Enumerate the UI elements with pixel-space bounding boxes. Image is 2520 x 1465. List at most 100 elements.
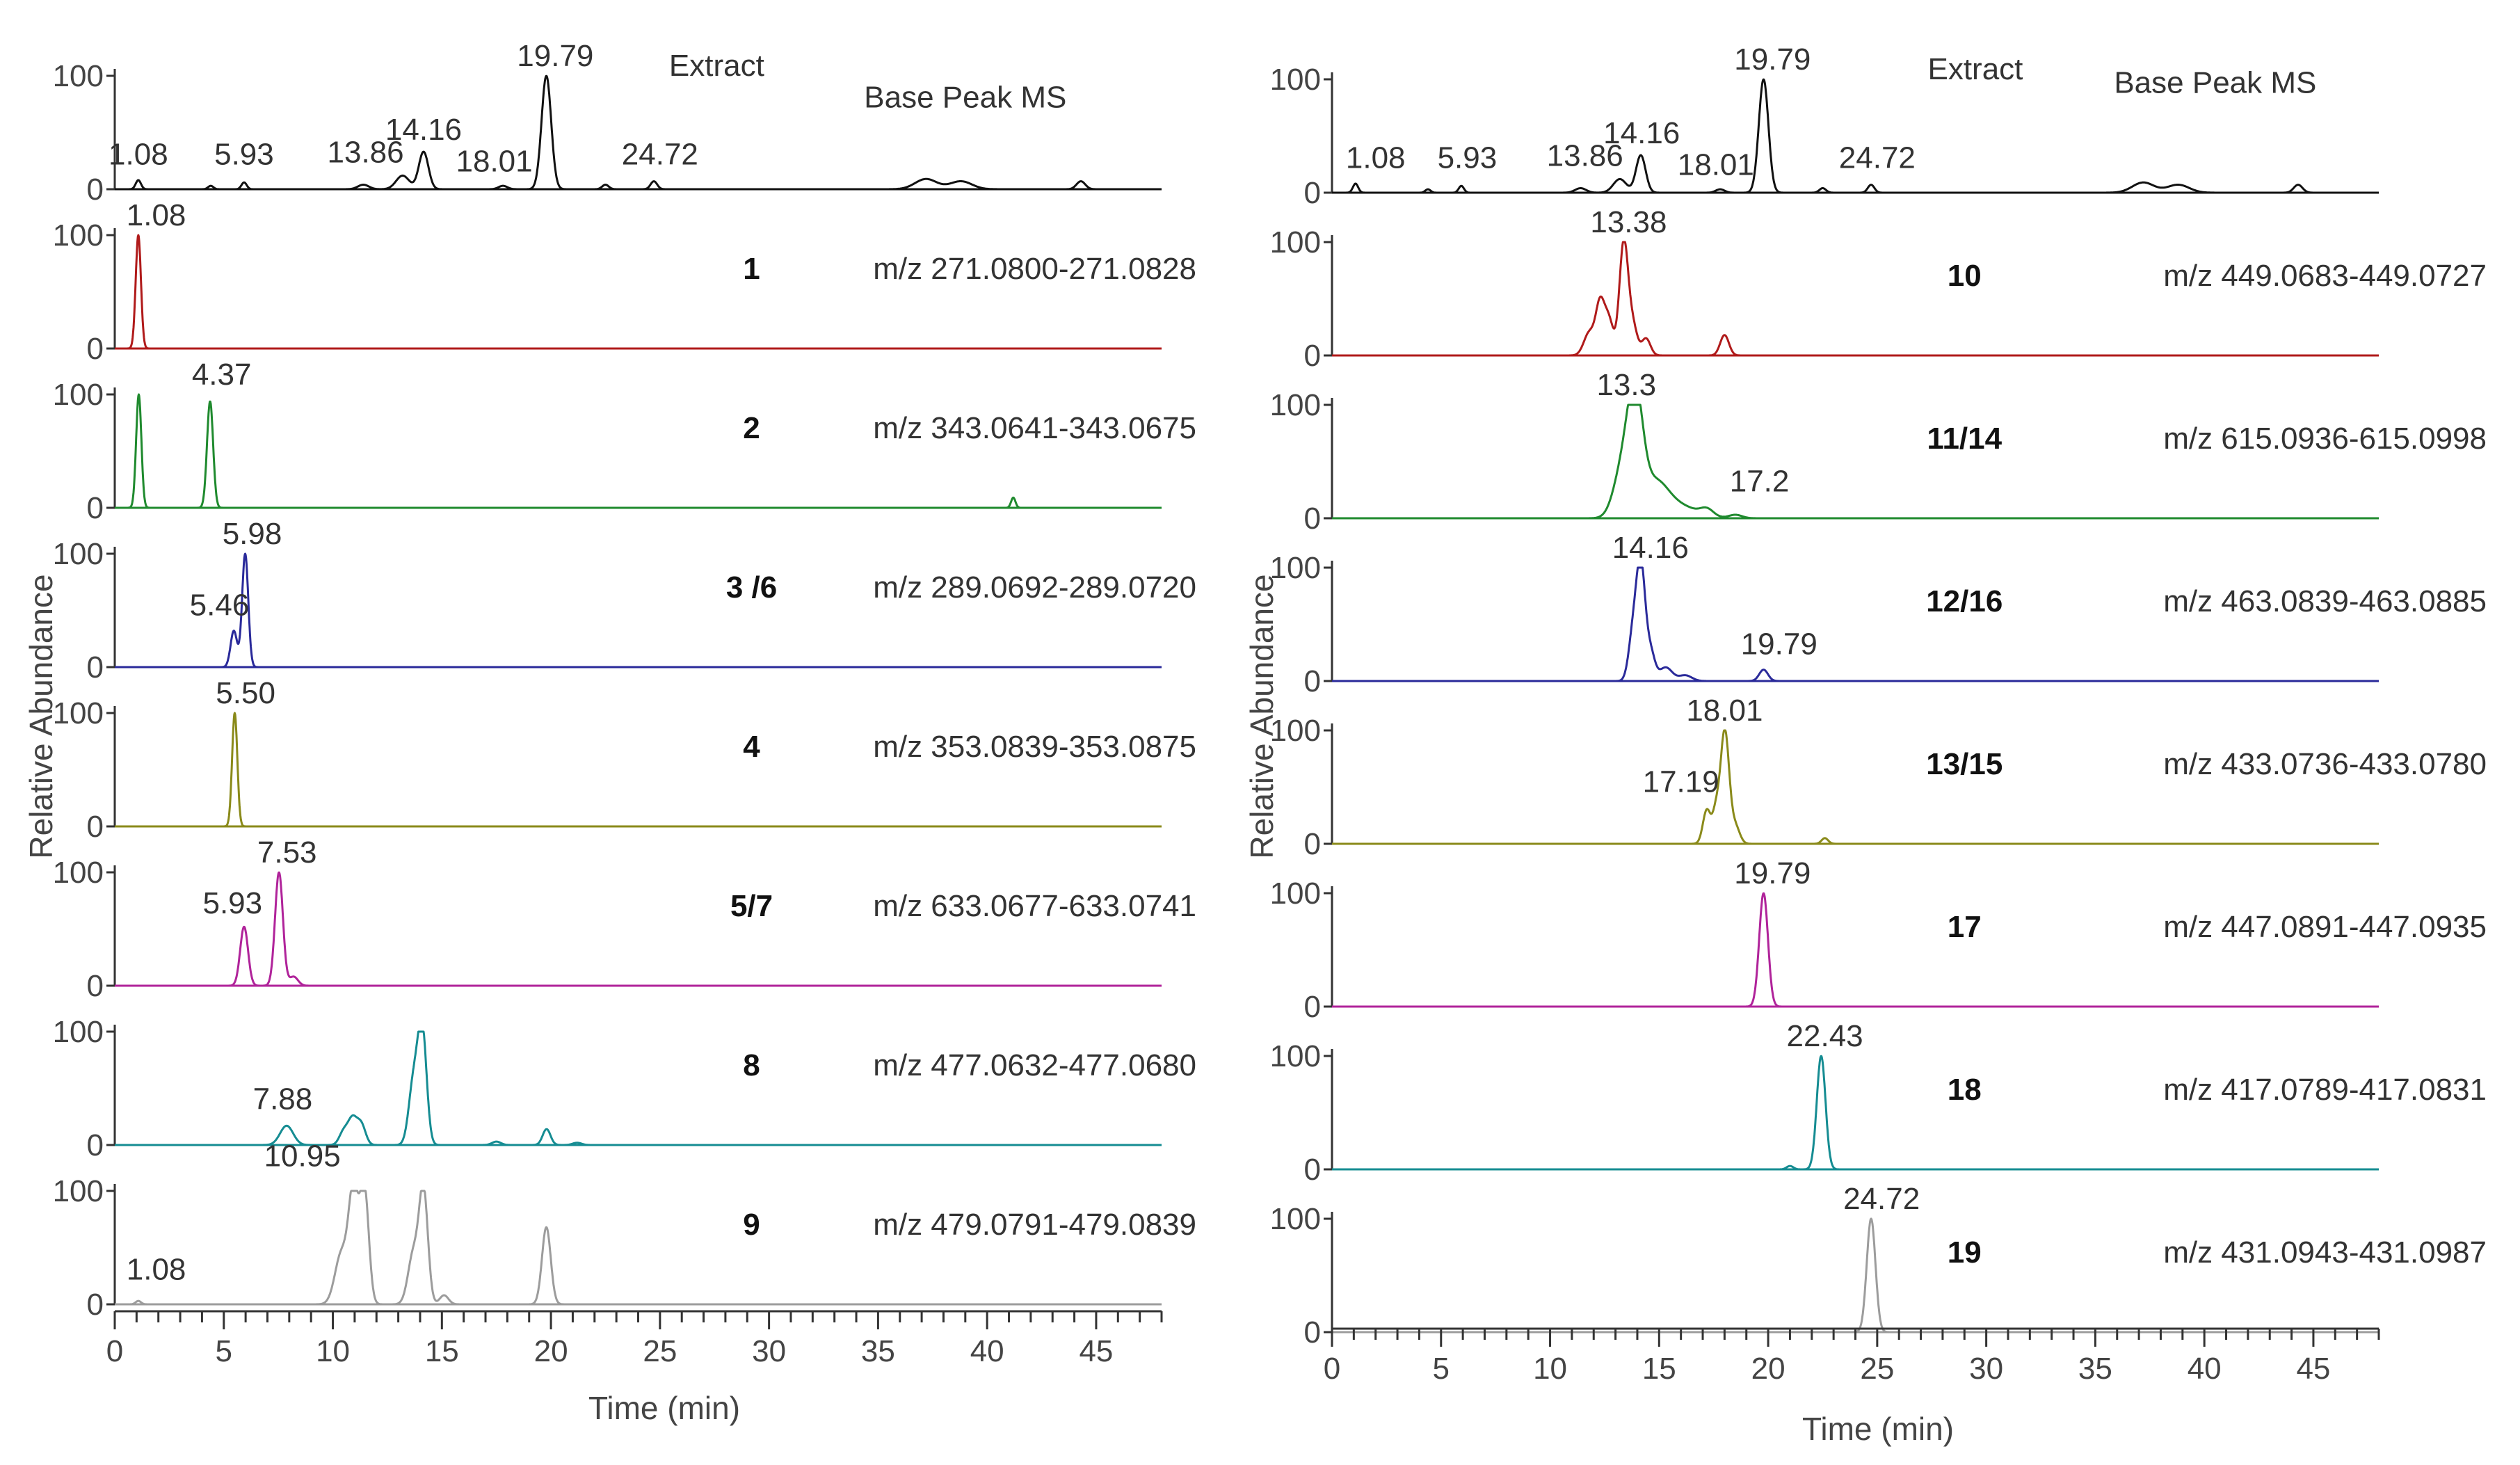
compound-number: 3 /6 — [726, 570, 777, 605]
mz-range-label: m/z 477.0632-477.0680 — [873, 1048, 1196, 1082]
y-tick-label: 0 — [87, 491, 104, 525]
chromatogram-trace — [114, 1030, 1162, 1146]
peak-label: 1.08 — [1346, 141, 1406, 175]
compound-number: 12/16 — [1926, 584, 2003, 618]
panel-annotation: Base Peak MS — [864, 81, 1066, 115]
peak-label: 5.93 — [202, 886, 262, 920]
chromatogram-panel: 100 0 4.37 2 m/z 343.0641-343.0675 — [53, 358, 1196, 525]
mz-range-label: m/z 479.0791-479.0839 — [873, 1208, 1196, 1242]
compound-number: 13/15 — [1926, 747, 2003, 781]
compound-number: 18 — [1948, 1073, 1982, 1107]
chromatogram-panel: 100 0 18.01 17.19 13/15 m/z 433.0736-433.0780 — [1270, 694, 2487, 861]
x-tick-label: 45 — [1079, 1334, 1113, 1368]
panel-annotation: Extract — [1927, 52, 2023, 86]
peak-label: 13.86 — [328, 135, 404, 169]
y-tick-label: 100 — [1270, 876, 1321, 911]
y-tick-label: 100 — [53, 537, 104, 571]
y-tick-label: 100 — [1270, 714, 1321, 748]
chromatogram-panel: 100 0 14.16 19.79 12/16 m/z 463.0839-463.0885 — [1270, 531, 2487, 698]
compound-number: 10 — [1948, 259, 1982, 293]
chromatogram-trace — [1331, 1055, 2379, 1171]
chromatogram-trace — [1331, 78, 2379, 194]
x-tick-label: 30 — [1969, 1352, 2003, 1386]
y-tick-label: 0 — [1304, 1315, 1321, 1350]
peak-label: 13.38 — [1590, 205, 1667, 239]
peak-label: 24.72 — [1839, 141, 1916, 175]
y-tick-label: 0 — [87, 810, 104, 844]
chromatogram-trace — [1331, 403, 2379, 520]
panel-annotation: Extract — [669, 49, 764, 83]
chromatogram-trace — [1331, 892, 2379, 1008]
mz-range-label: m/z 615.0936-615.0998 — [2163, 422, 2487, 456]
chromatogram-trace — [114, 393, 1162, 509]
y-tick-label: 0 — [1304, 1153, 1321, 1187]
chromatogram-panel: 100 0 5.98 5.46 3 /6 m/z 289.0692-289.0720 — [53, 517, 1196, 685]
y-tick-label: 0 — [1304, 176, 1321, 210]
x-tick-label: 0 — [106, 1334, 123, 1368]
peak-label: 13.3 — [1596, 368, 1656, 402]
chromatogram-trace — [114, 871, 1162, 987]
x-tick-label: 15 — [1642, 1352, 1676, 1386]
mz-range-label: m/z 449.0683-449.0727 — [2163, 259, 2487, 293]
left-y-axis-title: Relative Abundance — [23, 574, 59, 858]
compound-number: 17 — [1948, 910, 1982, 944]
mz-range-label: m/z 289.0692-289.0720 — [873, 570, 1196, 605]
x-tick-label: 30 — [752, 1334, 786, 1368]
compound-number: 19 — [1948, 1235, 1982, 1270]
x-tick-label: 25 — [643, 1334, 677, 1368]
x-tick-label: 5 — [1433, 1352, 1450, 1386]
chromatogram-panel: 100 0 22.43 18 m/z 417.0789-417.0831 — [1270, 1019, 2487, 1187]
y-tick-label: 100 — [53, 218, 104, 253]
peak-label: 19.79 — [517, 39, 593, 73]
x-tick-label: 40 — [2188, 1352, 2222, 1386]
peak-label: 10.95 — [264, 1139, 341, 1174]
left-x-axis-title: Time (min) — [588, 1390, 740, 1426]
chromatogram-panel: 100 0 24.72 19 m/z 431.0943-431.0987 — [1270, 1182, 2487, 1350]
chromatogram-panel: 100 0 5.50 4 m/z 353.0839-353.0875 — [53, 676, 1196, 844]
chromatogram-panel: 100 0 19.79 17 m/z 447.0891-447.0935 — [1270, 856, 2487, 1024]
mz-range-label: m/z 417.0789-417.0831 — [2163, 1073, 2487, 1107]
y-tick-label: 0 — [1304, 990, 1321, 1024]
y-tick-label: 0 — [87, 1288, 104, 1322]
y-tick-label: 0 — [1304, 339, 1321, 373]
peak-label: 5.50 — [216, 676, 275, 710]
peak-label: 1.08 — [109, 138, 168, 172]
compound-number: 9 — [743, 1208, 760, 1242]
right-y-axis-title: Relative Abundance — [1244, 574, 1280, 858]
mz-range-label: m/z 343.0641-343.0675 — [873, 411, 1196, 445]
chromatogram-trace — [1331, 566, 2379, 682]
chromatogram-panel: 100 0 7.88 8 m/z 477.0632-477.0680 — [53, 1015, 1196, 1162]
compound-number: 11/14 — [1927, 422, 2002, 456]
chromatogram-trace — [114, 1190, 1162, 1306]
y-tick-label: 100 — [1270, 1202, 1321, 1236]
chromatogram-trace — [114, 74, 1162, 191]
y-tick-label: 0 — [1304, 664, 1321, 698]
x-tick-label: 15 — [425, 1334, 459, 1368]
peak-label: 24.72 — [622, 138, 698, 172]
compound-number: 5/7 — [730, 889, 773, 923]
x-tick-label: 35 — [2078, 1352, 2112, 1386]
chromatogram-trace — [1331, 241, 2379, 357]
peak-label: 7.53 — [257, 835, 317, 870]
y-tick-label: 100 — [1270, 225, 1321, 259]
y-tick-label: 100 — [1270, 1039, 1321, 1073]
mz-range-label: m/z 463.0839-463.0885 — [2163, 584, 2487, 618]
peak-label: 5.46 — [190, 589, 250, 623]
x-tick-label: 20 — [1751, 1352, 1785, 1386]
y-tick-label: 0 — [1304, 827, 1321, 861]
peak-label: 17.19 — [1643, 765, 1719, 799]
y-tick-label: 100 — [53, 1015, 104, 1049]
peak-label: 17.2 — [1730, 464, 1790, 498]
peak-label: 4.37 — [192, 358, 252, 392]
y-tick-label: 100 — [53, 856, 104, 890]
peak-label: 14.16 — [385, 113, 462, 147]
chromatogram-trace — [1331, 729, 2379, 845]
x-tick-label: 0 — [1324, 1352, 1340, 1386]
peak-label: 13.86 — [1547, 138, 1623, 173]
compound-number: 2 — [743, 411, 760, 445]
compound-number: 8 — [743, 1048, 760, 1082]
